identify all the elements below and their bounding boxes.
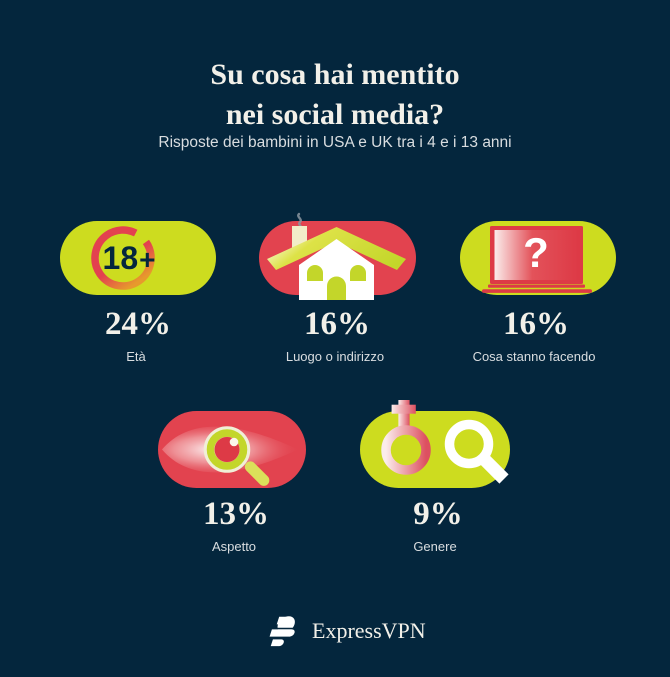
svg-text:18+: 18+ — [103, 240, 156, 276]
svg-text:?: ? — [523, 229, 549, 276]
